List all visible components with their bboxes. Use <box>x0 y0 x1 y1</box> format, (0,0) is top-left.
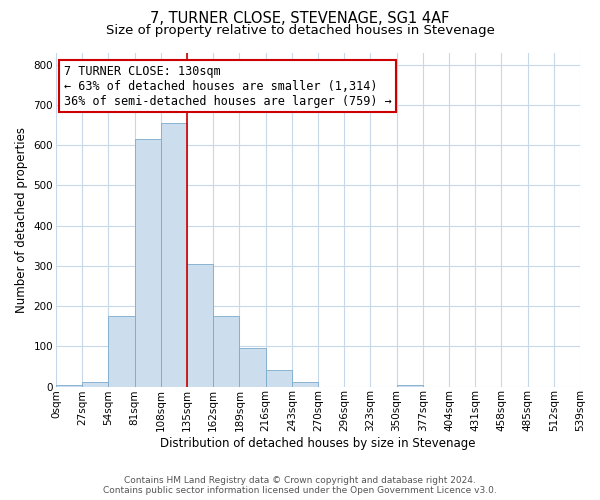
Text: Size of property relative to detached houses in Stevenage: Size of property relative to detached ho… <box>106 24 494 37</box>
Bar <box>239 348 266 387</box>
Bar <box>82 382 109 386</box>
Bar <box>213 316 239 386</box>
Bar <box>266 370 292 386</box>
Text: 7, TURNER CLOSE, STEVENAGE, SG1 4AF: 7, TURNER CLOSE, STEVENAGE, SG1 4AF <box>151 11 449 26</box>
Bar <box>109 316 134 386</box>
Bar <box>397 384 423 386</box>
Text: 7 TURNER CLOSE: 130sqm
← 63% of detached houses are smaller (1,314)
36% of semi-: 7 TURNER CLOSE: 130sqm ← 63% of detached… <box>64 64 391 108</box>
Text: Contains HM Land Registry data © Crown copyright and database right 2024.
Contai: Contains HM Land Registry data © Crown c… <box>103 476 497 495</box>
Bar <box>161 123 187 386</box>
Bar <box>134 139 161 386</box>
Bar <box>56 384 82 386</box>
Bar <box>292 382 318 386</box>
X-axis label: Distribution of detached houses by size in Stevenage: Distribution of detached houses by size … <box>160 437 476 450</box>
Bar <box>187 264 213 386</box>
Y-axis label: Number of detached properties: Number of detached properties <box>15 126 28 312</box>
